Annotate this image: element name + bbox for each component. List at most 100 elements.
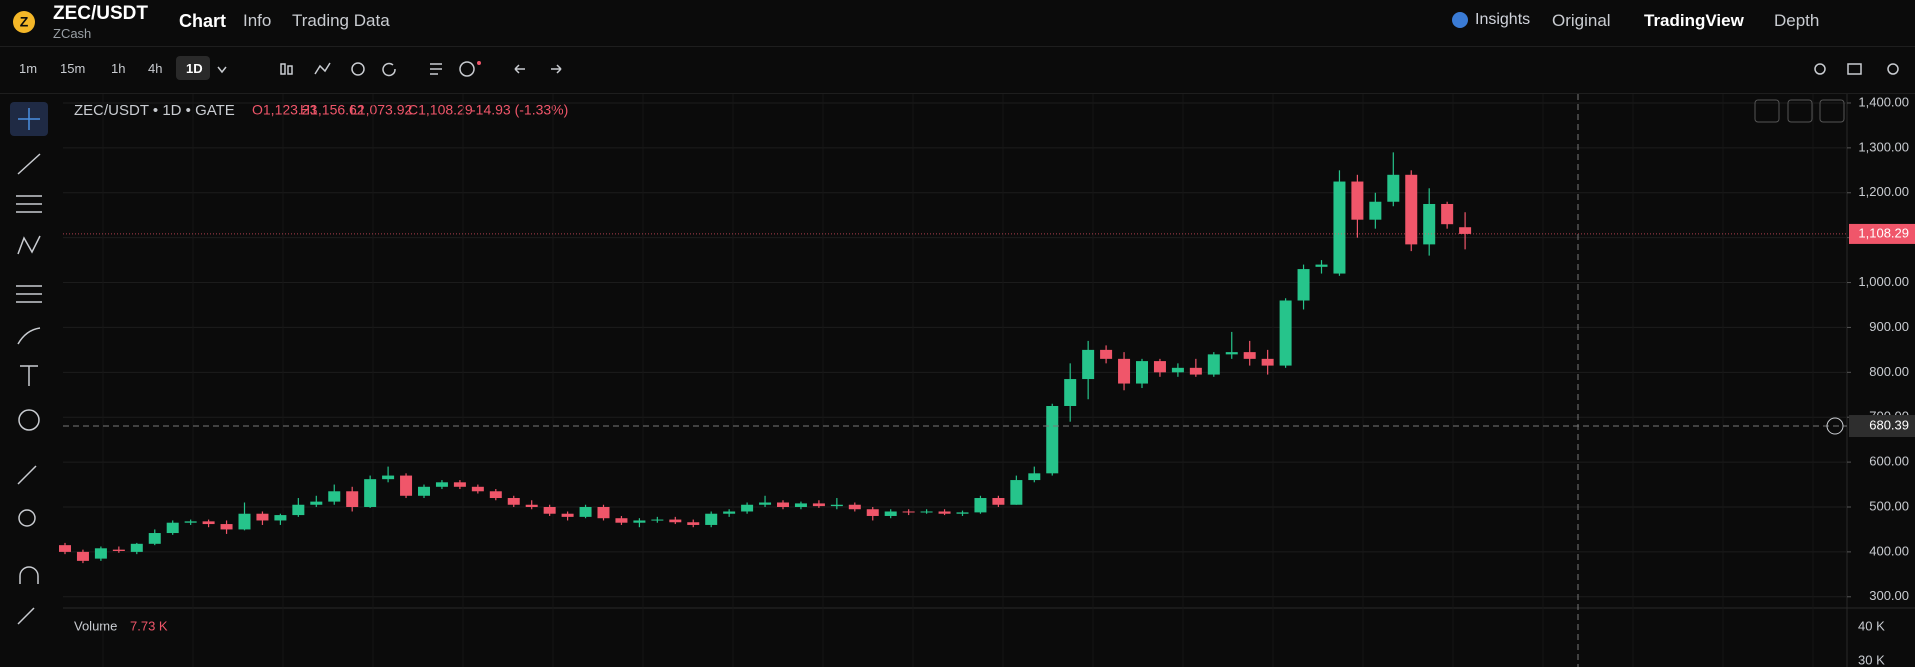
candle-body [669,519,682,523]
candle-body [1064,379,1077,406]
candle-body [1405,174,1418,245]
candle-body [1100,349,1113,359]
candle-body [1189,367,1202,375]
candle-body [435,482,448,487]
view-option[interactable]: Original [1552,11,1611,30]
chart-button [1787,99,1813,123]
candle-body [1261,358,1274,366]
candle-body [400,475,413,496]
volume-tick-label: 30 K [1858,652,1885,667]
y-tick-label: 500.00 [1869,498,1909,513]
candle-body [1136,361,1148,384]
interval[interactable]: 1D [186,61,203,76]
candle-body [256,513,269,521]
interval[interactable]: 1h [111,61,126,76]
candle-body [1423,203,1436,245]
drawing-toolbar [10,102,48,625]
chart-title: ZEC/USDT • 1D • GATE [74,102,235,119]
candle-body [76,551,89,561]
divider [0,93,1915,94]
candle-body [1297,269,1310,301]
candle-body [238,513,251,530]
candle-body [525,504,538,507]
candle-body [956,512,969,514]
candle-body [1351,181,1364,220]
chart-button [1819,99,1845,123]
candle-body [1225,352,1238,355]
crosshair-plus [1826,417,1844,435]
divider [0,46,1915,47]
y-tick-label: 300.00 [1869,588,1909,603]
candle-body [848,504,861,510]
ohlc-legend: O1,123.23 [252,102,318,118]
candle-body [794,503,807,507]
candle-body [148,533,161,544]
interval[interactable]: 1m [19,61,38,76]
candle-body [382,475,395,480]
candle-body [812,503,825,507]
crosshair-box [1849,415,1915,438]
candle-body [615,518,628,523]
candle-body [59,545,71,552]
y-tick-label: 1,200.00 [1858,184,1909,199]
candle-body [687,522,700,525]
candle-body [202,521,215,525]
candle-body [364,479,377,507]
candle-body [920,511,933,513]
insights-icon [1452,12,1468,28]
candle-body [866,509,879,516]
candle-body [489,491,502,499]
ohlc-legend: -14.93 (-1.33%) [471,102,568,118]
ohlc-legend: L1,073.92 [350,102,412,118]
svg-text:Z: Z [20,14,29,30]
coin-icon: Z [13,11,35,33]
interval[interactable]: 4h [148,61,163,76]
candle-body [992,498,1005,505]
candle-body [1459,227,1472,234]
y-tick-label: 800.00 [1869,364,1909,379]
tab[interactable]: Info [243,11,272,30]
candle-body [1441,203,1454,225]
toolbar-icons [217,61,562,77]
candle-body [884,511,897,516]
tab[interactable]: Chart [179,11,227,31]
candle-body [418,486,430,496]
symbol[interactable]: ZEC/USDT [53,3,148,24]
candle-body [1171,367,1184,373]
candle-body [274,515,287,521]
volume-title: Volume [74,618,117,633]
candle-body [830,504,843,507]
interval[interactable]: 15m [60,61,86,76]
candle-body [705,513,718,525]
candle-body [1082,349,1095,380]
last-price-box [1849,223,1915,244]
candle-body [166,522,179,534]
candle-body [1153,361,1166,373]
ohlc-legend: H1,156.62 [300,102,365,118]
insights[interactable]: Insights [1475,11,1531,28]
candle-body [292,504,305,516]
ohlc-legend: C1,108.29 [408,102,473,118]
view-option[interactable]: TradingView [1644,11,1744,30]
candle-body [974,498,987,513]
candle-body [597,506,610,519]
crosshair-label: 680.39 [1869,417,1909,432]
candle-body [543,506,556,514]
candle-body [759,502,772,505]
volume-value: 7.73 K [130,618,168,633]
tab[interactable]: Trading Data [292,11,390,30]
candle-body [453,482,466,487]
y-tick-label: 600.00 [1869,454,1909,469]
candle-body [1387,174,1400,202]
candle-body [561,513,574,517]
view-option[interactable]: Depth [1774,11,1820,30]
candle-body [1369,201,1382,220]
interval-active-bg [176,56,210,80]
candle-body [1243,352,1256,359]
candle-body [184,521,197,523]
candle-body [1207,354,1220,375]
candle-body [130,543,143,552]
y-tick-label: 1,000.00 [1858,274,1909,289]
candle-body [1028,473,1041,481]
